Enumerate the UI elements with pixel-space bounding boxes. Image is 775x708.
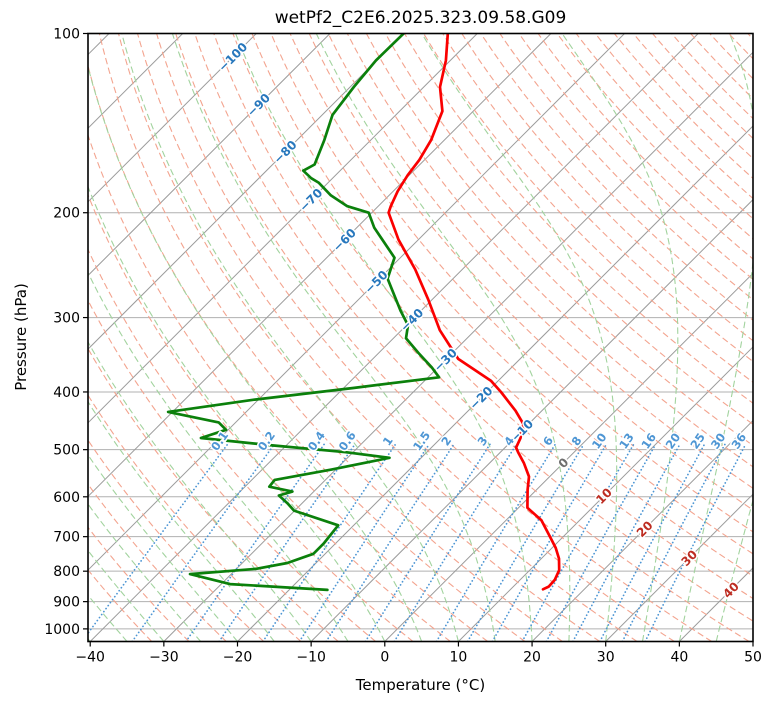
y-tick-label: 200 [53,206,80,222]
x-tick-label: 50 [744,650,762,666]
mixing-ratio-label: 2 [438,434,454,449]
x-tick-label: 30 [597,650,615,666]
y-tick-label: 800 [53,564,80,580]
plot-area: −100−90−80−70−60−50−40−30−20−10010203040… [88,33,753,642]
mixing-ratio-label: 13 [616,430,637,451]
x-tick-label: 40 [670,650,688,666]
x-tick-label: 0 [380,650,389,666]
temperature-trace [387,33,561,591]
x-tick-label: −20 [223,650,253,666]
y-tick-label: 100 [53,27,80,43]
moist-adiabat-lines [88,33,753,642]
y-tick-label: 400 [53,385,80,401]
y-tick-label: 700 [53,530,80,546]
y-tick-label: 500 [53,443,80,459]
axis-ticks: −40 −30 −20 −10 0 10 20 30 40 50 100 200 300 400 500 60… [44,27,762,666]
mixing-ratio-label: 36 [728,430,749,451]
x-tick-label: −10 [296,650,326,666]
x-axis-label: Temperature (°C) [355,676,486,694]
x-tick-label: −30 [149,650,179,666]
plot-border [87,32,754,643]
y-tick-label: 300 [53,311,80,327]
dry-adiabat-lines [88,33,753,642]
isotherm-lines [88,33,753,642]
mixing-ratio-label: 25 [687,430,708,451]
y-tick-label: 900 [53,595,80,611]
mixing-ratio-label: 3 [474,434,490,449]
y-tick-label: 600 [53,490,80,506]
chart-title: wetPf2_C2E6.2025.323.09.58.G09 [274,8,567,28]
mixing-ratio-lines [88,443,747,642]
x-tick-label: −40 [75,650,105,666]
dewpoint-trace [166,33,441,592]
mixing-ratio-label: 16 [638,430,659,451]
x-tick-label: 10 [450,650,468,666]
x-tick-label: 20 [523,650,541,666]
y-tick-label: 1000 [44,622,80,638]
mixing-ratio-label: 6 [540,434,556,449]
